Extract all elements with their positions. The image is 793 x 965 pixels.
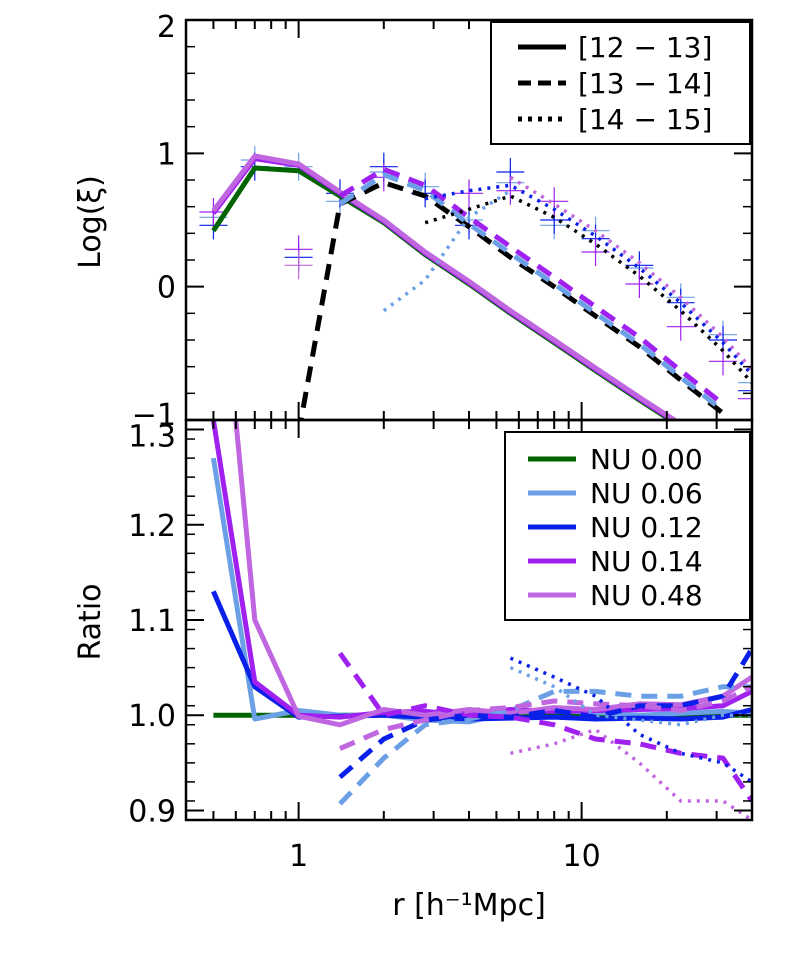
error-marker: [666, 288, 695, 317]
legend-label: [14 − 15]: [578, 103, 712, 136]
error-marker: [738, 376, 752, 405]
bottom-series-line-9: [509, 665, 752, 727]
top-series-line-9: [509, 175, 752, 371]
top-y-tick-label: 0: [157, 271, 176, 306]
bottom-y-tick-label: 1.0: [128, 699, 176, 734]
top-y-axis-label: Log(ξ): [73, 175, 108, 269]
bottom-series-line-6: [338, 647, 752, 779]
error-marker: [666, 312, 695, 341]
top-series-line-2: [211, 153, 680, 420]
error-marker: [709, 347, 738, 376]
top-series-line-4: [338, 172, 725, 413]
bottom-series-line-4: [233, 420, 752, 728]
x-tick-label: 1: [289, 839, 308, 874]
x-axis-label: r [h⁻¹Mpc]: [392, 888, 546, 923]
bottom-panel-series: [210, 420, 752, 820]
bottom-series-line-7: [337, 651, 752, 803]
error-marker: [738, 384, 752, 413]
top-series-line-0: [211, 165, 675, 420]
top-y-tick-label: −1: [132, 398, 176, 433]
error-marker: [284, 251, 313, 280]
bottom-y-tick-label: 1.2: [128, 509, 176, 544]
legend-label: NU 0.14: [590, 545, 703, 578]
bottom-y-tick-label: 1.3: [128, 420, 176, 455]
bottom-series-line-8: [339, 684, 752, 751]
top-series-line-8: [424, 183, 752, 376]
bottom-series-line-10: [509, 656, 752, 784]
top-panel-series: [199, 146, 752, 420]
legend-label: [13 − 14]: [578, 67, 712, 100]
error-marker: [496, 176, 525, 205]
legend-label: NU 0.00: [590, 443, 703, 476]
bottom-y-tick-label: 0.9: [128, 794, 176, 829]
top-series-line-6: [424, 194, 752, 384]
legend-label: [12 − 13]: [578, 31, 712, 64]
bottom-series-line-11: [510, 727, 752, 820]
bottom-series-line-5: [338, 684, 752, 806]
mass-bin-legend: [12 − 13][13 − 14][14 − 15]: [490, 21, 751, 145]
legend-label: NU 0.06: [590, 477, 703, 510]
legend-label: NU 0.12: [590, 511, 703, 544]
top-y-tick-label: 2: [157, 10, 176, 45]
error-marker: [455, 179, 483, 208]
x-tick-label: 10: [563, 839, 601, 874]
bottom-y-tick-label: 1.1: [128, 604, 176, 639]
error-marker: [738, 368, 752, 397]
bottom-y-axis-label: Ratio: [73, 583, 108, 660]
legend-label: NU 0.48: [590, 579, 703, 612]
top-y-tick-label: 1: [157, 137, 176, 172]
